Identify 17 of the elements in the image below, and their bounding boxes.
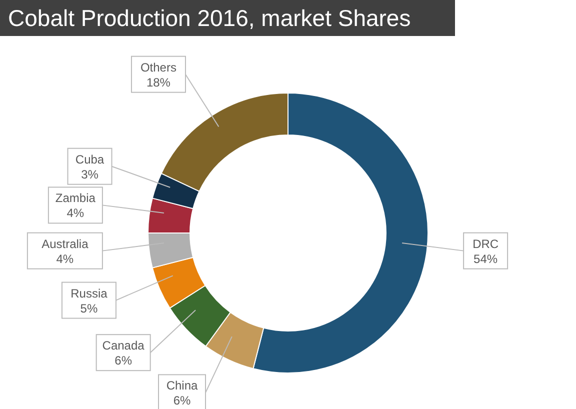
slice-label: Canada — [102, 338, 145, 353]
data-label: 54% — [474, 252, 498, 266]
slice-label: Others — [140, 60, 176, 74]
data-label: 3% — [81, 167, 99, 182]
data-label: 4% — [66, 206, 84, 220]
slice-label: China — [166, 378, 198, 393]
slice-label: Zambia — [55, 191, 96, 206]
data-label: 6% — [114, 354, 132, 368]
slice-label: DRC — [472, 236, 499, 251]
slice-label: Cuba — [75, 152, 104, 166]
slice-label: Russia — [70, 286, 108, 300]
data-label: 5% — [80, 301, 98, 316]
data-label: 4% — [56, 252, 74, 266]
chart-title: Cobalt Production 2016, market Shares — [0, 0, 455, 36]
slice-label: Australia — [42, 236, 89, 251]
data-label: 6% — [173, 394, 192, 408]
data-label: 18% — [146, 75, 171, 90]
